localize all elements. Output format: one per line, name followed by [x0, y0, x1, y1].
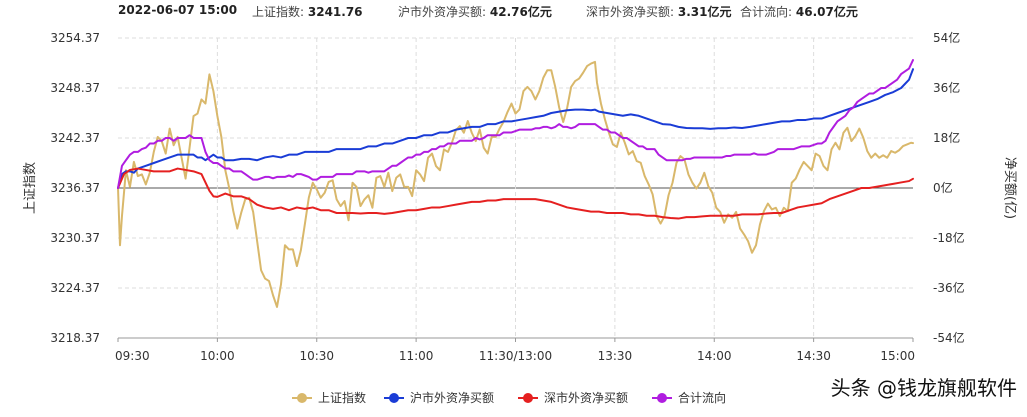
- index-value: 3241.76: [307, 5, 363, 19]
- watermark-text: 头条 @钱龙旗舰软件: [830, 376, 1017, 400]
- sh-label: 沪市外资净买额:: [398, 5, 487, 19]
- legend-marker: [523, 393, 533, 403]
- x-tick-label: 13:30: [598, 349, 633, 363]
- header-sz: 深市外资净买额: 3.31亿元: [586, 3, 731, 20]
- legend-label: 合计流向: [678, 390, 726, 405]
- legend-item-1: 沪市外资净买额: [384, 390, 494, 405]
- right-tick-label: -54亿: [933, 330, 965, 345]
- right-tick-label: -18亿: [933, 230, 965, 245]
- left-tick-label: 3218.37: [50, 331, 100, 345]
- right-tick-label: 54亿: [933, 30, 960, 45]
- left-tick-label: 3254.37: [50, 31, 100, 45]
- datetime-text: 2022-06-07 15:00: [118, 3, 238, 17]
- left-tick-label: 3236.37: [50, 181, 100, 195]
- right-tick-label: 18亿: [933, 130, 960, 145]
- left-tick-label: 3230.37: [50, 231, 100, 245]
- x-tick-label: 09:30: [115, 349, 150, 363]
- header-datetime: 2022-06-07 15:00: [118, 3, 237, 17]
- x-tick-label: 10:30: [299, 349, 334, 363]
- x-tick-label: 14:30: [796, 349, 831, 363]
- series-line-2: [117, 167, 914, 220]
- x-tick-label: 11:00: [399, 349, 434, 363]
- legend-marker: [297, 393, 307, 403]
- x-tick-label: 15:00: [880, 349, 915, 363]
- index-label: 上证指数:: [252, 5, 305, 19]
- left-tick-label: 3242.37: [50, 131, 100, 145]
- legend-item-0: 上证指数: [292, 390, 366, 405]
- left-tick-label: 3224.37: [50, 281, 100, 295]
- right-tick-label: 0亿: [933, 180, 953, 195]
- x-tick-label: 14:00: [697, 349, 732, 363]
- left-tick-label: 3248.37: [50, 81, 100, 95]
- right-tick-label: 36亿: [933, 80, 960, 95]
- legend-item-3: 合计流向: [652, 390, 726, 405]
- legend-label: 深市外资净买额: [544, 390, 628, 405]
- legend-label: 沪市外资净买额: [410, 390, 494, 405]
- right-tick-label: -36亿: [933, 280, 965, 295]
- right-axis-title: 净买额(亿): [1002, 157, 1017, 219]
- legend-item-2: 深市外资净买额: [518, 390, 628, 405]
- sz-value: 3.31亿元: [677, 5, 732, 19]
- series-line-1: [117, 68, 914, 189]
- total-label: 合计流向:: [740, 5, 793, 19]
- legend-label: 上证指数: [318, 390, 366, 405]
- total-value: 46.07亿元: [795, 5, 858, 19]
- header-total: 合计流向: 46.07亿元: [740, 3, 858, 20]
- sh-value: 42.76亿元: [489, 5, 552, 19]
- legend-marker: [657, 393, 667, 403]
- series-line-3: [117, 59, 914, 189]
- left-axis-title: 上证指数: [23, 162, 38, 214]
- x-tick-label: 10:00: [200, 349, 235, 363]
- legend-marker: [389, 393, 399, 403]
- x-tick-label: 11:30/13:00: [479, 349, 552, 363]
- header-sh: 沪市外资净买额: 42.76亿元: [398, 3, 552, 20]
- header-index: 上证指数: 3241.76: [252, 3, 363, 20]
- sz-label: 深市外资净买额:: [586, 5, 675, 19]
